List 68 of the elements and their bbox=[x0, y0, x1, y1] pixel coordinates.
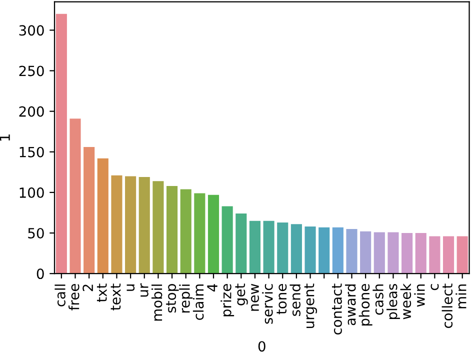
x-tick-label: get bbox=[235, 284, 248, 306]
x-tick-label: repli bbox=[179, 284, 193, 313]
x-tick-label: u bbox=[126, 284, 135, 291]
bar bbox=[277, 222, 288, 274]
x-tick-label: call bbox=[54, 284, 66, 306]
x-tick-label: cash bbox=[372, 284, 384, 315]
bar bbox=[456, 236, 468, 274]
y-tick-label: 150 bbox=[20, 146, 44, 158]
bar bbox=[388, 232, 399, 274]
bar bbox=[374, 232, 385, 274]
bar bbox=[97, 158, 108, 274]
bar bbox=[429, 236, 440, 274]
bar bbox=[84, 147, 95, 274]
y-tick-label: 100 bbox=[20, 187, 44, 198]
bar bbox=[402, 233, 413, 274]
x-tick-label: send bbox=[290, 284, 300, 316]
bar bbox=[56, 14, 67, 274]
x-tick-label: mobil bbox=[151, 284, 162, 321]
bar bbox=[236, 214, 247, 274]
x-tick-label: stop bbox=[166, 284, 179, 313]
bar bbox=[304, 226, 316, 274]
y-tick-label: 250 bbox=[19, 66, 44, 76]
bar bbox=[111, 175, 122, 274]
y-tick-label: 0 bbox=[36, 268, 44, 280]
x-tick-label: claim bbox=[192, 284, 204, 320]
x-tick-label: min bbox=[456, 284, 466, 308]
bar bbox=[166, 186, 178, 274]
bar bbox=[138, 177, 150, 274]
bar bbox=[442, 236, 454, 274]
x-tick-label: new bbox=[251, 284, 259, 311]
bar bbox=[360, 231, 372, 274]
bar bbox=[194, 193, 206, 274]
y-tick-label: 300 bbox=[19, 25, 44, 36]
x-tick-label: free bbox=[68, 284, 80, 310]
bar bbox=[332, 227, 344, 274]
x-tick-label: pleas bbox=[386, 284, 400, 320]
x-tick-label: 4 bbox=[207, 284, 218, 292]
y-tick-label: 200 bbox=[19, 106, 44, 117]
x-tick-label: urgent bbox=[304, 284, 317, 328]
x-tick-label: 2 bbox=[82, 284, 93, 292]
x-tick-label: servic bbox=[262, 284, 273, 324]
x-tick-label: text bbox=[110, 284, 121, 310]
bar bbox=[208, 194, 220, 274]
bar bbox=[249, 220, 261, 274]
bar bbox=[152, 181, 164, 274]
y-tick-label: 50 bbox=[28, 228, 44, 238]
bar bbox=[346, 228, 358, 274]
x-tick-label: contact bbox=[332, 284, 342, 335]
x-tick-label: prize bbox=[220, 284, 234, 316]
y-axis-title: 1 bbox=[0, 134, 10, 141]
x-tick-label: txt bbox=[96, 284, 107, 302]
x-tick-label: award bbox=[345, 284, 356, 326]
x-tick-label: week bbox=[400, 283, 412, 320]
bar bbox=[263, 220, 274, 274]
x-tick-label: ur bbox=[140, 283, 148, 297]
bar bbox=[70, 118, 81, 274]
x-tick-label: c bbox=[430, 284, 439, 290]
x-tick-label: tone bbox=[276, 284, 287, 314]
x-tick-label: phone bbox=[358, 284, 372, 326]
bar bbox=[415, 233, 426, 274]
bar bbox=[222, 206, 233, 274]
x-tick-label: win bbox=[414, 284, 425, 307]
x-axis-title: 0 bbox=[258, 341, 266, 352]
bar bbox=[180, 189, 192, 274]
bar bbox=[290, 224, 302, 274]
bar bbox=[318, 227, 330, 274]
x-tick-label: collect bbox=[442, 284, 453, 328]
bar bbox=[125, 176, 136, 274]
